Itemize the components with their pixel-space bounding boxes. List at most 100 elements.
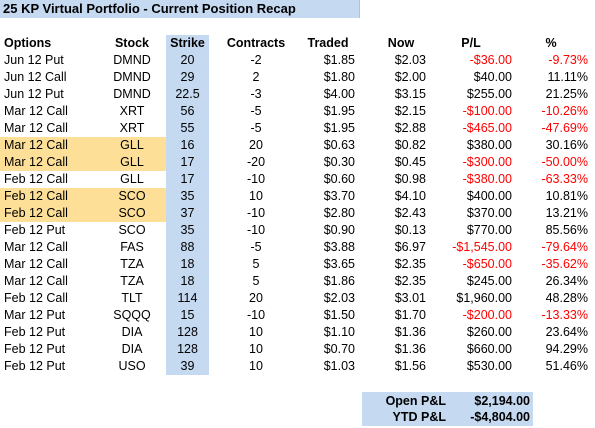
cell-pl[interactable]: -$100.00 xyxy=(462,104,512,118)
cell-contracts[interactable]: -10 xyxy=(246,308,266,322)
header-contracts[interactable]: Contracts xyxy=(226,36,286,50)
cell-pl[interactable]: -$36.00 xyxy=(469,53,512,67)
cell-now[interactable]: $0.82 xyxy=(394,138,426,152)
cell-traded[interactable]: $3.88 xyxy=(323,240,355,254)
cell-pct[interactable]: -79.64% xyxy=(541,240,588,254)
cell-contracts[interactable]: 10 xyxy=(249,359,263,373)
cell-contracts[interactable]: 5 xyxy=(252,257,260,271)
header-pct[interactable]: % xyxy=(545,36,557,50)
cell-pct[interactable]: 85.56% xyxy=(545,223,588,237)
cell-strike[interactable]: 17 xyxy=(180,155,195,169)
cell-now[interactable]: $2.43 xyxy=(394,206,426,220)
cell-option[interactable]: Mar 12 Call xyxy=(4,104,68,118)
cell-pct[interactable]: -9.73% xyxy=(548,53,588,67)
cell-strike[interactable]: 114 xyxy=(177,291,198,305)
cell-option[interactable]: Mar 12 Call xyxy=(4,155,68,169)
cell-strike[interactable]: 18 xyxy=(180,257,195,271)
cell-pl[interactable]: $370.00 xyxy=(466,206,512,220)
cell-stock[interactable]: GLL xyxy=(120,138,144,152)
cell-pl[interactable]: $245.00 xyxy=(466,274,512,288)
cell-contracts[interactable]: 10 xyxy=(249,342,263,356)
cell-option[interactable]: Feb 12 Put xyxy=(4,223,66,237)
cell-option[interactable]: Mar 12 Call xyxy=(4,257,68,271)
cell-strike[interactable]: 18 xyxy=(180,274,195,288)
cell-strike[interactable]: 56 xyxy=(180,104,195,118)
cell-pl[interactable]: -$1,545.00 xyxy=(452,240,512,254)
cell-stock[interactable]: USO xyxy=(118,359,146,373)
cell-now[interactable]: $6.97 xyxy=(394,240,426,254)
header-options[interactable]: Options xyxy=(4,36,52,50)
cell-strike[interactable]: 35 xyxy=(180,223,195,237)
cell-pct[interactable]: 21.25% xyxy=(545,87,588,101)
cell-contracts[interactable]: 20 xyxy=(249,138,263,152)
cell-pct[interactable]: -10.26% xyxy=(541,104,588,118)
cell-pct[interactable]: 26.34% xyxy=(545,274,588,288)
cell-now[interactable]: $0.98 xyxy=(394,172,426,186)
cell-strike[interactable]: 39 xyxy=(180,359,195,373)
cell-pct[interactable]: -50.00% xyxy=(541,155,588,169)
cell-option[interactable]: Mar 12 Call xyxy=(4,274,68,288)
cell-pl[interactable]: $380.00 xyxy=(466,138,512,152)
cell-pct[interactable]: -35.62% xyxy=(541,257,588,271)
cell-contracts[interactable]: 10 xyxy=(249,189,263,203)
cell-pct[interactable]: 11.11% xyxy=(547,70,588,84)
cell-stock[interactable]: DMND xyxy=(113,53,151,67)
cell-traded[interactable]: $1.95 xyxy=(323,121,355,135)
cell-stock[interactable]: GLL xyxy=(120,172,144,186)
cell-traded[interactable]: $0.70 xyxy=(323,342,355,356)
cell-contracts[interactable]: -5 xyxy=(250,121,262,135)
cell-pl[interactable]: -$650.00 xyxy=(462,257,512,271)
cell-option[interactable]: Mar 12 Call xyxy=(4,121,68,135)
cell-traded[interactable]: $0.60 xyxy=(323,172,355,186)
cell-pct[interactable]: -63.33% xyxy=(541,172,588,186)
cell-strike[interactable]: 15 xyxy=(180,308,195,322)
cell-strike[interactable]: 128 xyxy=(177,325,198,339)
cell-option[interactable]: Jun 12 Put xyxy=(4,53,64,67)
cell-traded[interactable]: $2.80 xyxy=(323,206,355,220)
header-strike[interactable]: Strike xyxy=(170,36,205,50)
cell-pl[interactable]: $255.00 xyxy=(466,87,512,101)
cell-now[interactable]: $4.10 xyxy=(394,189,426,203)
cell-strike[interactable]: 17 xyxy=(180,172,195,186)
cell-traded[interactable]: $4.00 xyxy=(323,87,355,101)
cell-pct[interactable]: 51.46% xyxy=(545,359,588,373)
cell-now[interactable]: $1.36 xyxy=(394,342,426,356)
cell-option[interactable]: Jun 12 Put xyxy=(4,87,64,101)
cell-now[interactable]: $2.88 xyxy=(394,121,426,135)
cell-stock[interactable]: XRT xyxy=(119,121,145,135)
cell-traded[interactable]: $1.03 xyxy=(323,359,355,373)
cell-now[interactable]: $3.01 xyxy=(394,291,426,305)
cell-option[interactable]: Feb 12 Call xyxy=(4,291,68,305)
cell-stock[interactable]: GLL xyxy=(120,155,144,169)
cell-traded[interactable]: $3.65 xyxy=(323,257,355,271)
cell-stock[interactable]: TZA xyxy=(120,274,144,288)
cell-stock[interactable]: DMND xyxy=(113,70,151,84)
cell-pct[interactable]: 10.81% xyxy=(545,189,588,203)
cell-contracts[interactable]: 20 xyxy=(249,291,263,305)
cell-contracts[interactable]: -10 xyxy=(246,206,266,220)
cell-pl[interactable]: -$465.00 xyxy=(462,121,512,135)
cell-contracts[interactable]: -10 xyxy=(246,172,266,186)
cell-now[interactable]: $0.45 xyxy=(394,155,426,169)
open-pl-value[interactable]: $2,194.00 xyxy=(474,394,530,408)
header-pl[interactable]: P/L xyxy=(461,36,481,50)
cell-pct[interactable]: -47.69% xyxy=(541,121,588,135)
cell-stock[interactable]: TZA xyxy=(120,257,144,271)
cell-pl[interactable]: $770.00 xyxy=(466,223,512,237)
cell-contracts[interactable]: -3 xyxy=(250,87,262,101)
header-now[interactable]: Now xyxy=(387,36,415,50)
cell-traded[interactable]: $1.50 xyxy=(323,308,355,322)
cell-traded[interactable]: $2.03 xyxy=(323,291,355,305)
cell-stock[interactable]: DIA xyxy=(121,325,143,339)
cell-strike[interactable]: 37 xyxy=(180,206,195,220)
cell-now[interactable]: $2.00 xyxy=(394,70,426,84)
cell-pl[interactable]: $40.00 xyxy=(473,70,512,84)
cell-option[interactable]: Mar 12 Call xyxy=(4,240,68,254)
cell-strike[interactable]: 88 xyxy=(180,240,195,254)
cell-traded[interactable]: $1.85 xyxy=(323,53,355,67)
cell-strike[interactable]: 16 xyxy=(180,138,195,152)
cell-pl[interactable]: $400.00 xyxy=(466,189,512,203)
cell-option[interactable]: Jun 12 Call xyxy=(4,70,67,84)
cell-option[interactable]: Mar 12 Call xyxy=(4,138,68,152)
cell-contracts[interactable]: 2 xyxy=(252,70,260,84)
